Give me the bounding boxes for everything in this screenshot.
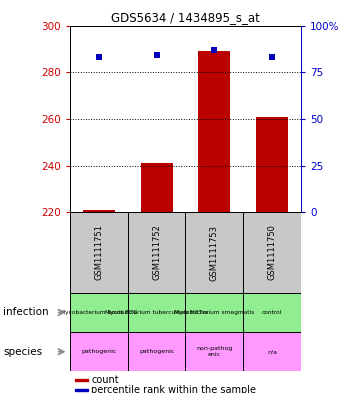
Text: non-pathog
enic: non-pathog enic <box>196 346 232 357</box>
Text: GSM1111752: GSM1111752 <box>152 224 161 281</box>
Bar <box>141 163 173 212</box>
Text: pathogenic: pathogenic <box>139 349 174 354</box>
Text: n/a: n/a <box>267 349 277 354</box>
Bar <box>186 293 243 332</box>
Text: species: species <box>4 347 43 357</box>
Bar <box>243 293 301 332</box>
Text: pathogenic: pathogenic <box>81 349 117 354</box>
Bar <box>198 51 230 212</box>
Bar <box>83 210 115 212</box>
Text: percentile rank within the sample: percentile rank within the sample <box>91 385 256 393</box>
Bar <box>128 212 186 293</box>
Bar <box>186 212 243 293</box>
Point <box>211 47 217 53</box>
Bar <box>70 332 128 371</box>
Text: count: count <box>91 375 119 385</box>
Bar <box>256 117 288 212</box>
Text: control: control <box>262 310 282 315</box>
Point <box>269 54 275 61</box>
Title: GDS5634 / 1434895_s_at: GDS5634 / 1434895_s_at <box>111 11 260 24</box>
Point <box>96 54 101 61</box>
Bar <box>75 379 89 381</box>
Bar <box>243 212 301 293</box>
Bar <box>128 332 186 371</box>
Text: GSM1111753: GSM1111753 <box>210 224 219 281</box>
Text: Mycobacterium bovis BCG: Mycobacterium bovis BCG <box>60 310 138 315</box>
Bar <box>186 332 243 371</box>
Text: infection: infection <box>4 307 49 318</box>
Text: Mycobacterium tuberculosis H37ra: Mycobacterium tuberculosis H37ra <box>105 310 208 315</box>
Bar <box>70 212 128 293</box>
Point <box>154 52 160 59</box>
Text: GSM1111751: GSM1111751 <box>94 224 103 281</box>
Text: Mycobacterium smegmatis: Mycobacterium smegmatis <box>174 310 254 315</box>
Text: GSM1111750: GSM1111750 <box>268 224 276 281</box>
Bar <box>70 293 128 332</box>
Bar <box>75 389 89 391</box>
Bar <box>128 293 186 332</box>
Bar <box>243 332 301 371</box>
